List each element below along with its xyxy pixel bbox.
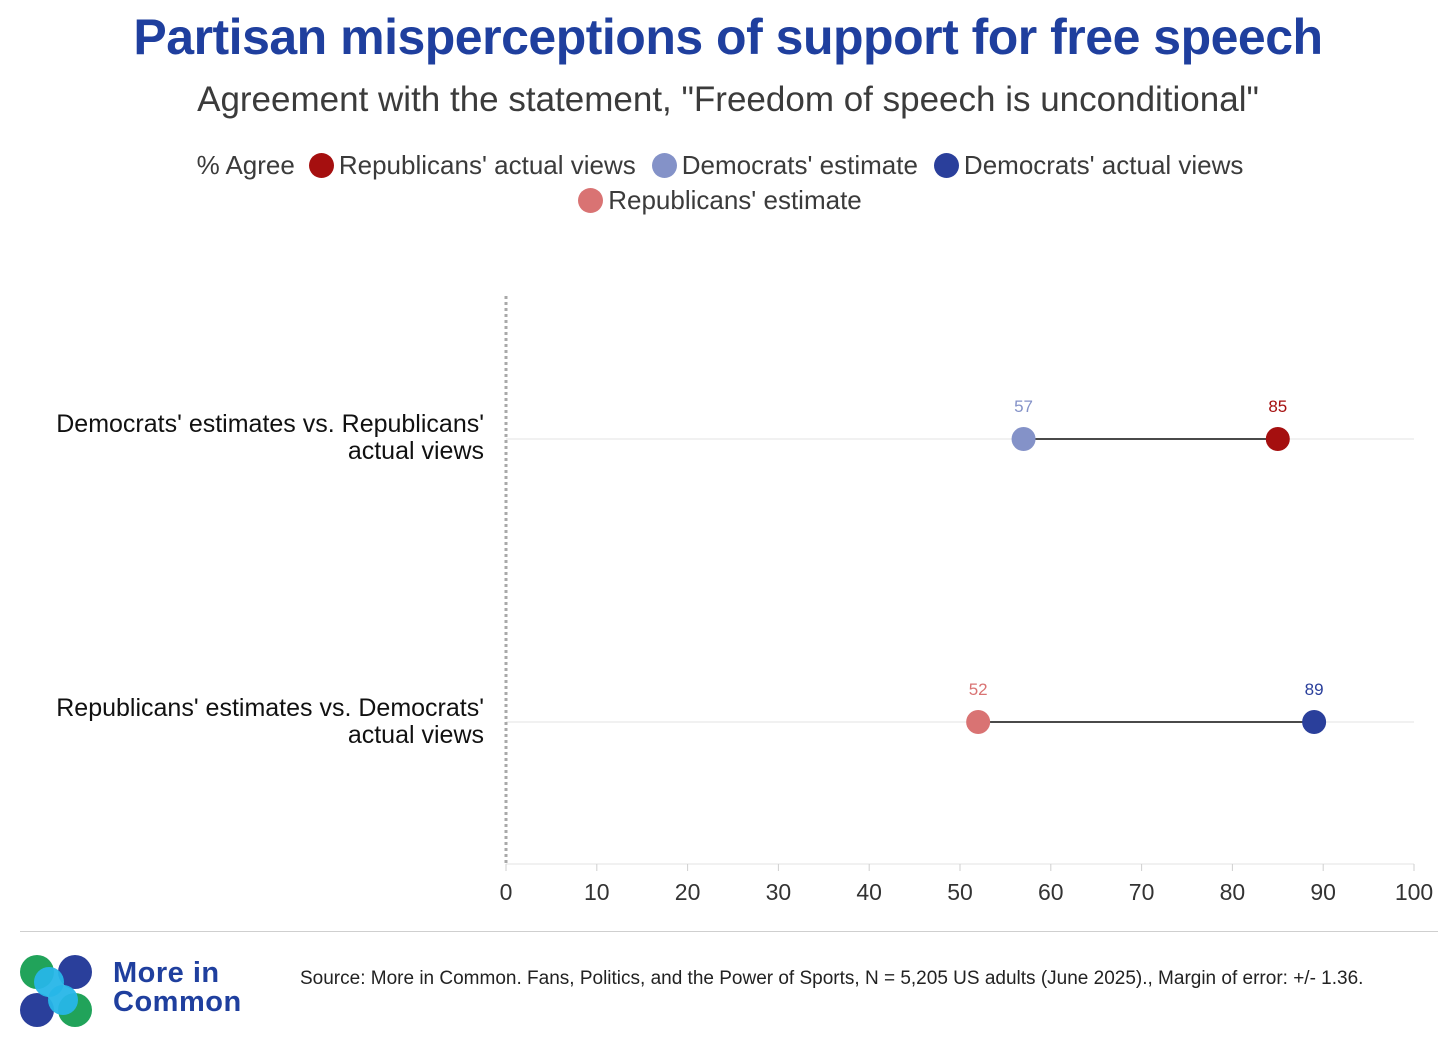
logo-line2: Common [113, 986, 242, 1018]
legend-title: % Agree [196, 150, 295, 180]
legend-dot-republicans-estimate [578, 188, 604, 213]
legend: % Agree Republicans' actual views Democr… [0, 150, 1456, 181]
x-tick-label: 0 [500, 879, 513, 905]
more-in-common-logo-icon [20, 955, 92, 1027]
legend-label-democrats-estimate: Democrats' estimate [681, 150, 918, 180]
x-tick-label: 30 [766, 879, 792, 905]
logo-line1: More in [113, 957, 220, 989]
logo-wordmark: More in Common [113, 959, 242, 1017]
legend-label-republicans-actual: Republicans' actual views [338, 150, 636, 180]
row-label-democrats-estimates: Democrats' estimates vs. Republicans' ac… [4, 411, 484, 465]
legend-row-2: Republicans' estimate [0, 185, 1456, 216]
data-label: 89 [1305, 680, 1324, 699]
data-point [1302, 710, 1327, 734]
legend-item-democrats-actual: Democrats' actual views [933, 150, 1244, 181]
row-label-line1: Republicans' estimates vs. Democrats' [56, 694, 484, 722]
data-point [1011, 427, 1036, 451]
legend-item-democrats-estimate: Democrats' estimate [651, 150, 918, 181]
x-tick-label: 90 [1310, 879, 1336, 905]
row-label-line1: Democrats' estimates vs. Republicans' [56, 410, 484, 438]
legend-item-republicans-actual: Republicans' actual views [308, 150, 636, 181]
data-label: 57 [1014, 397, 1033, 416]
x-tick-label: 40 [856, 879, 882, 905]
x-tick-label: 20 [675, 879, 701, 905]
x-tick-label: 80 [1220, 879, 1246, 905]
x-tick-label: 60 [1038, 879, 1064, 905]
x-tick-label: 70 [1129, 879, 1155, 905]
row-label-republicans-estimates: Republicans' estimates vs. Democrats' ac… [4, 695, 484, 749]
x-tick-label: 100 [1395, 879, 1433, 905]
row-label-line2: actual views [347, 437, 484, 465]
legend-dot-republicans-actual [308, 153, 334, 178]
data-point [966, 710, 991, 734]
footer-divider [20, 931, 1438, 932]
legend-label-republicans-estimate: Republicans' estimate [608, 185, 862, 215]
data-point [1265, 427, 1290, 451]
row-label-line2: actual views [347, 721, 484, 749]
data-label: 85 [1268, 397, 1287, 416]
legend-dot-democrats-actual [933, 153, 959, 178]
legend-item-republicans-estimate: Republicans' estimate [578, 185, 862, 216]
x-tick-label: 50 [947, 879, 973, 905]
legend-label-democrats-actual: Democrats' actual views [963, 150, 1244, 180]
x-tick-label: 10 [584, 879, 610, 905]
source-note: Source: More in Common. Fans, Politics, … [300, 968, 1364, 989]
chart-subtitle: Agreement with the statement, "Freedom o… [197, 80, 1259, 119]
dumbbell-chart: 0 10 20 30 40 50 60 70 80 90 100 57 85 52 89 [500, 296, 1433, 905]
data-label: 52 [969, 680, 988, 699]
legend-dot-democrats-estimate [651, 153, 677, 178]
chart-title: Partisan misperceptions of support for f… [133, 9, 1323, 65]
